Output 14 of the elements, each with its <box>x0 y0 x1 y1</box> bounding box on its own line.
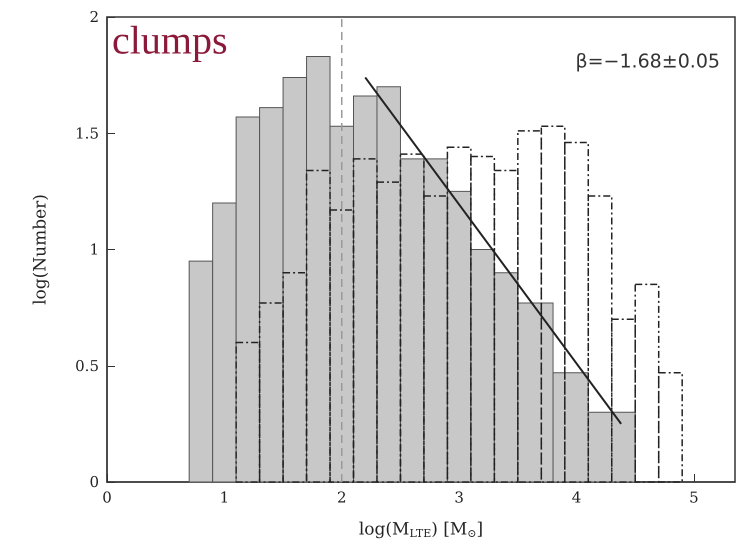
y-tick-label: 0 <box>89 473 99 491</box>
annotation: clumps <box>112 18 228 62</box>
x-tick-label: 5 <box>689 488 699 506</box>
y-tick-label: 1 <box>89 240 99 258</box>
annotation: β=−1.68±0.05 <box>576 50 720 72</box>
x-tick-label: 3 <box>454 488 464 506</box>
y-tick-label: 2 <box>89 8 99 26</box>
x-tick-label: 2 <box>336 488 347 506</box>
x-tick-label: 4 <box>572 488 582 506</box>
y-tick-label: 0.5 <box>75 356 99 375</box>
y-axis-title: log(Number) <box>30 194 50 305</box>
x-tick-label: 1 <box>220 488 230 506</box>
x-tick-label: 0 <box>102 488 112 506</box>
y-tick-label: 1.5 <box>75 124 99 142</box>
